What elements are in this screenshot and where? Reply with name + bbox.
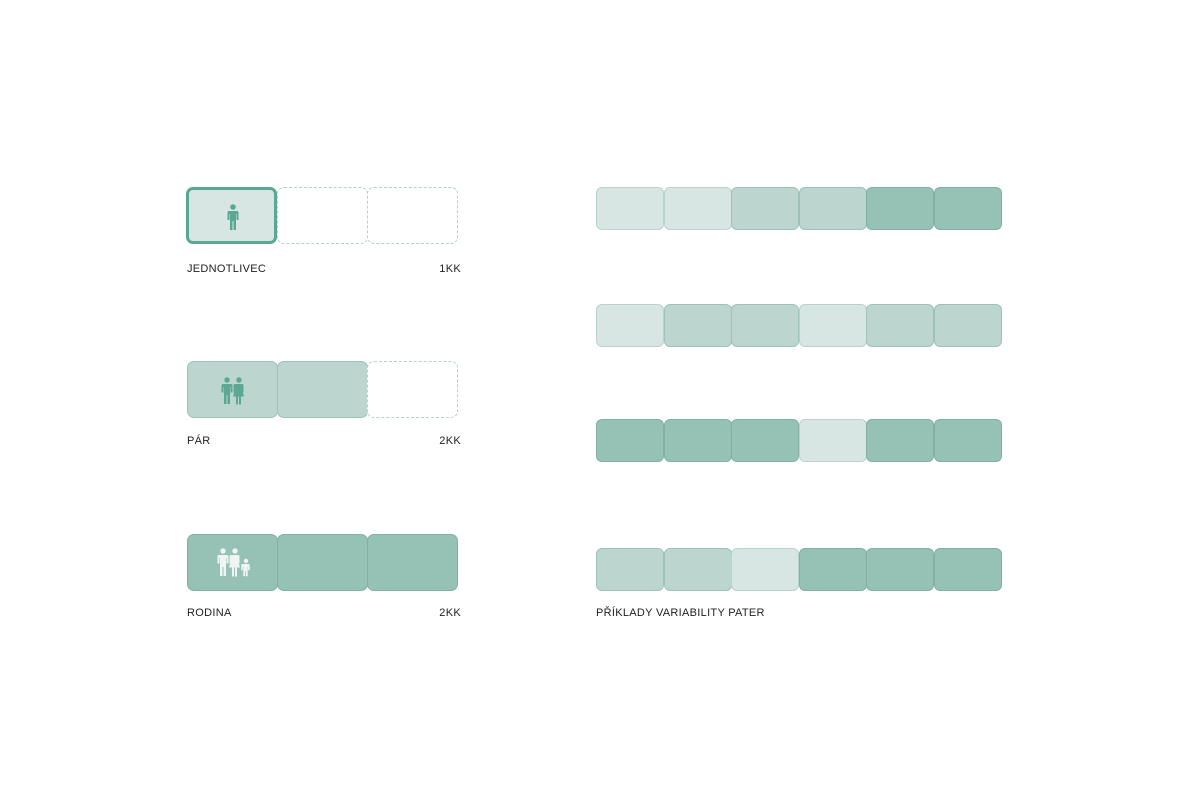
variability-cell-light: [798, 304, 867, 347]
household-label: RODINA: [187, 607, 232, 619]
variability-cell-medium: [596, 548, 664, 591]
layout-label: 2KK: [439, 607, 461, 619]
household-label: PÁR: [187, 435, 211, 447]
unit-cell-empty: [277, 187, 368, 244]
unit-cell-empty: [367, 361, 458, 418]
unit-cell: [187, 361, 278, 418]
variability-cell-dark: [663, 419, 732, 462]
layout-label: 2KK: [439, 435, 461, 447]
variability-cell-medium: [663, 304, 732, 347]
variability-cell-medium: [798, 187, 867, 230]
variability-cell-dark: [731, 419, 799, 462]
variability-cell-medium: [731, 304, 799, 347]
variability-cell-dark: [933, 419, 1002, 462]
variability-cell-dark: [798, 548, 867, 591]
variability-cell-dark: [866, 548, 934, 591]
variability-cell-dark: [866, 419, 934, 462]
variability-cell-medium: [731, 187, 799, 230]
variability-cell-light: [731, 548, 799, 591]
variability-cell-light: [798, 419, 867, 462]
variability-cell-medium: [663, 548, 732, 591]
variability-cell-medium: [933, 304, 1002, 347]
household-label: JEDNOTLIVEC: [187, 263, 267, 275]
unit-cell: [187, 534, 278, 591]
variability-cell-dark: [866, 187, 934, 230]
variability-cell-light: [596, 187, 664, 230]
single-person-icon: [227, 204, 239, 230]
variability-cell-dark: [933, 548, 1002, 591]
variability-cell-dark: [596, 419, 664, 462]
variability-cell-light: [596, 304, 664, 347]
unit-cell-selected: [186, 187, 277, 244]
unit-cell: [277, 361, 368, 418]
variability-cell-dark: [933, 187, 1002, 230]
variability-cell-medium: [866, 304, 934, 347]
variability-cell-light: [663, 187, 732, 230]
layout-label: 1KK: [439, 263, 461, 275]
unit-cell-empty: [367, 187, 458, 244]
unit-cell: [367, 534, 458, 591]
unit-cell: [277, 534, 368, 591]
couple-icon: [221, 377, 244, 405]
variability-caption: PŘÍKLADY VARIABILITY PATER: [596, 607, 765, 619]
family-icon: [217, 548, 250, 577]
